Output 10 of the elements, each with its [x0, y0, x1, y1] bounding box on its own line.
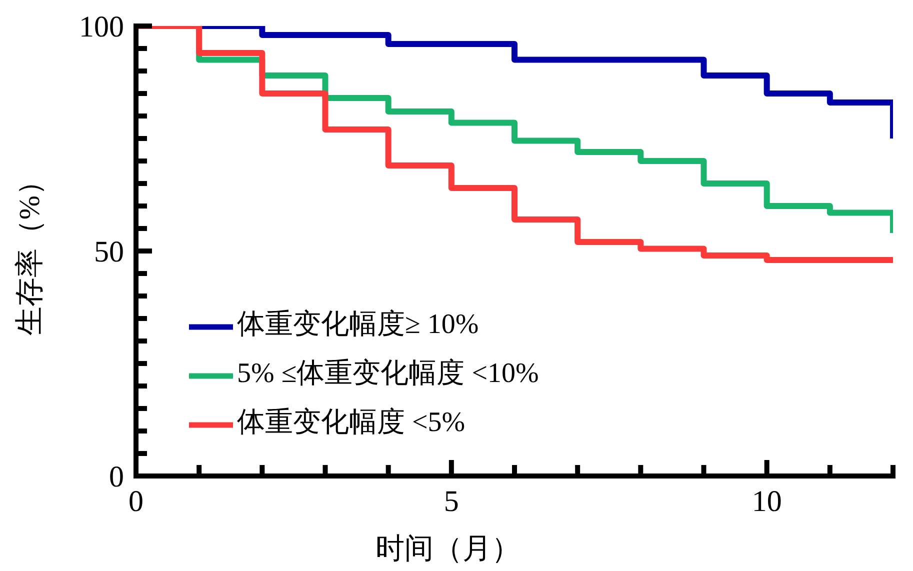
legend-label: 体重变化幅度 <5%	[237, 407, 466, 438]
legend-label: 5% ≤体重变化幅度 <10%	[237, 358, 539, 389]
y-tick-label: 100	[79, 10, 124, 44]
legend-label: 体重变化幅度≥ 10%	[237, 309, 479, 340]
y-axis-title: 生存率（%）	[14, 166, 46, 336]
x-axis-title: 时间（月）	[376, 533, 520, 565]
y-tick-label: 0	[109, 460, 124, 494]
x-tick-label: 10	[752, 485, 782, 518]
y-tick-label: 50	[94, 236, 124, 268]
x-tick-label: 5	[444, 485, 459, 518]
